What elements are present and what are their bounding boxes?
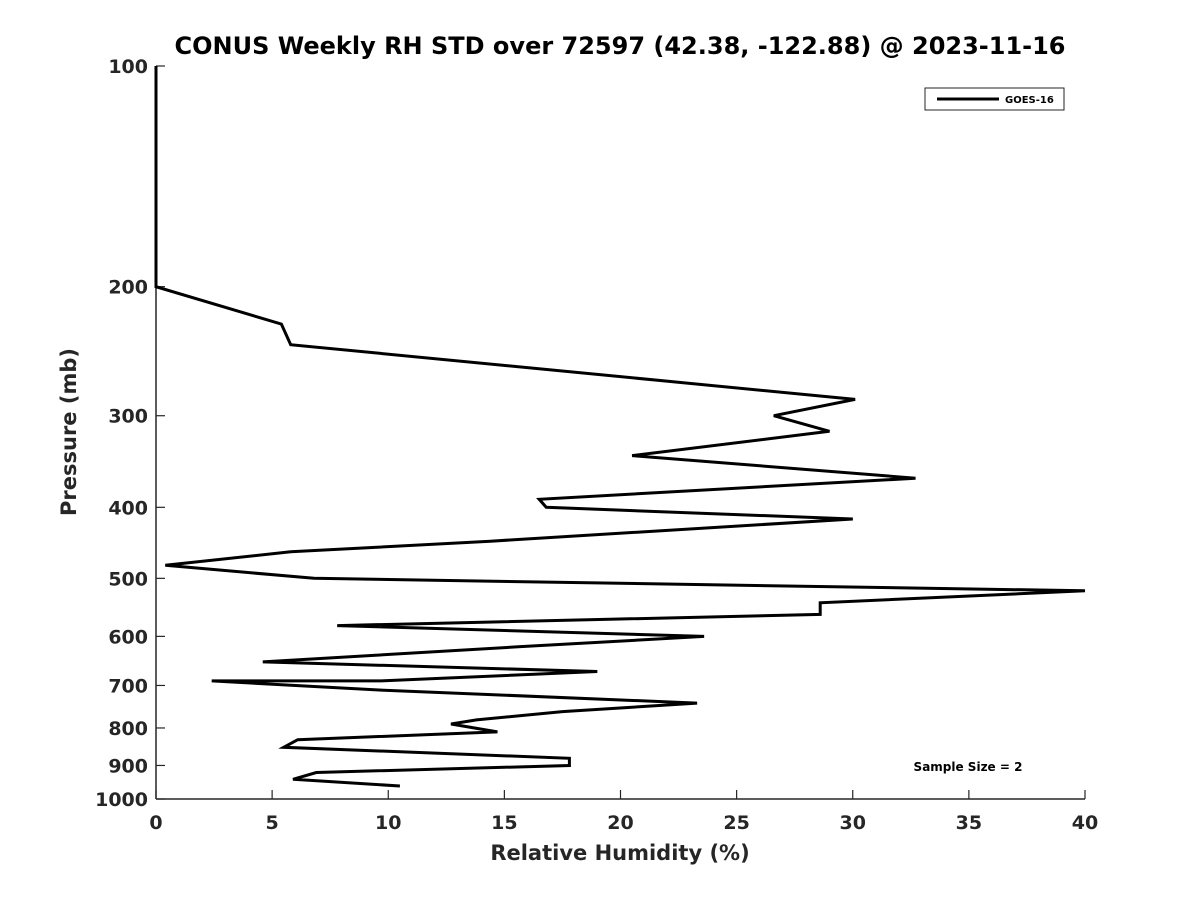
- series-group: [154, 66, 1086, 788]
- x-tick-label: 20: [607, 812, 633, 834]
- y-tick-label: 300: [108, 406, 148, 428]
- legend: GOES-16: [924, 87, 1065, 111]
- x-tick-label: 35: [956, 812, 982, 834]
- x-tick-label: 30: [840, 812, 866, 834]
- x-tick-label: 5: [266, 812, 279, 834]
- series-line-0: [154, 66, 1086, 788]
- x-tick-label: 25: [723, 812, 749, 834]
- x-ticks: 0 5 10 15 20 25 30 35 40: [149, 790, 1098, 834]
- y-tick-label: 1000: [95, 789, 148, 811]
- y-axis-label: Pressure (mb): [57, 348, 81, 516]
- y-tick-label: 500: [108, 568, 148, 590]
- y-tick-label: 200: [108, 277, 148, 299]
- x-tick-label: 40: [1072, 812, 1098, 834]
- x-tick-label: 0: [149, 812, 162, 834]
- y-tick-label: 100: [108, 56, 148, 78]
- legend-label: GOES-16: [1005, 95, 1054, 106]
- y-tick-label: 600: [108, 626, 148, 648]
- y-tick-label: 900: [108, 755, 148, 777]
- sample-size-annotation: Sample Size = 2: [914, 760, 1023, 774]
- y-tick-label: 800: [108, 718, 148, 740]
- chart-title: CONUS Weekly RH STD over 72597 (42.38, -…: [174, 32, 1065, 60]
- y-ticks: 100 200 300 400 500 600 700 800 900 1000: [95, 56, 165, 811]
- y-tick-label: 400: [108, 497, 148, 519]
- x-axis-label: Relative Humidity (%): [490, 841, 749, 865]
- y-tick-label: 700: [108, 675, 148, 697]
- x-tick-label: 15: [491, 812, 517, 834]
- x-tick-label: 10: [375, 812, 401, 834]
